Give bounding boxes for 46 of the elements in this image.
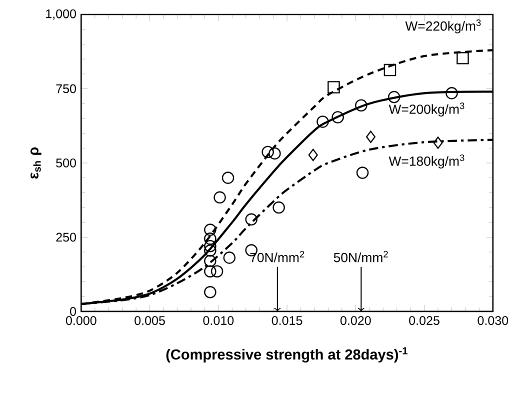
point bbox=[316, 116, 329, 128]
annotation: W=180kg/m$^{3}$ bbox=[388, 154, 464, 169]
x-tick-label: 0.010 bbox=[203, 316, 234, 326]
annotation: W=200kg/m$^{3}$ bbox=[388, 102, 464, 117]
point bbox=[356, 166, 369, 180]
x-tick-label: 0.015 bbox=[272, 316, 302, 326]
point bbox=[223, 252, 236, 264]
x-axis-title: (Compressive strength at 28days)$^{-1}$ bbox=[166, 347, 408, 363]
annotation: W=220kg/m$^{3}$ bbox=[405, 20, 481, 34]
x-tick-label: 0.025 bbox=[409, 316, 440, 326]
point bbox=[210, 265, 224, 278]
point bbox=[214, 191, 226, 204]
x-tick-label: 0.005 bbox=[134, 316, 165, 326]
annotation: 70N/mm$^{2}$ bbox=[250, 251, 304, 262]
y-tick-label: 750 bbox=[56, 84, 76, 94]
point bbox=[204, 265, 216, 278]
point bbox=[366, 130, 376, 144]
y-tick-label: 250 bbox=[56, 232, 76, 242]
point bbox=[268, 147, 281, 160]
point bbox=[204, 232, 216, 245]
y-tick-label: 500 bbox=[56, 158, 76, 168]
point bbox=[355, 99, 368, 112]
point bbox=[262, 146, 274, 158]
point bbox=[204, 244, 216, 257]
point bbox=[328, 81, 340, 94]
point bbox=[456, 52, 469, 64]
point bbox=[433, 136, 443, 150]
annotation: 50N/mm$^{2}$ bbox=[334, 251, 388, 262]
point bbox=[332, 111, 344, 124]
point bbox=[245, 213, 258, 226]
x-tick-label: 0.020 bbox=[340, 316, 371, 326]
point bbox=[204, 224, 216, 236]
point bbox=[204, 254, 216, 268]
point bbox=[384, 64, 396, 76]
y-tick-label: 1,000 bbox=[46, 9, 76, 20]
point bbox=[308, 148, 318, 162]
point bbox=[204, 240, 216, 252]
x-tick-label: 0.030 bbox=[478, 316, 508, 326]
point bbox=[446, 87, 458, 100]
point bbox=[204, 286, 216, 298]
point bbox=[272, 202, 285, 214]
point bbox=[222, 172, 234, 184]
y-tick-label: 0 bbox=[70, 307, 76, 316]
point bbox=[388, 91, 400, 104]
y-axis-title: ε$_{sh}$ ρ bbox=[30, 147, 42, 179]
x-tick-label: 0.000 bbox=[66, 316, 96, 326]
